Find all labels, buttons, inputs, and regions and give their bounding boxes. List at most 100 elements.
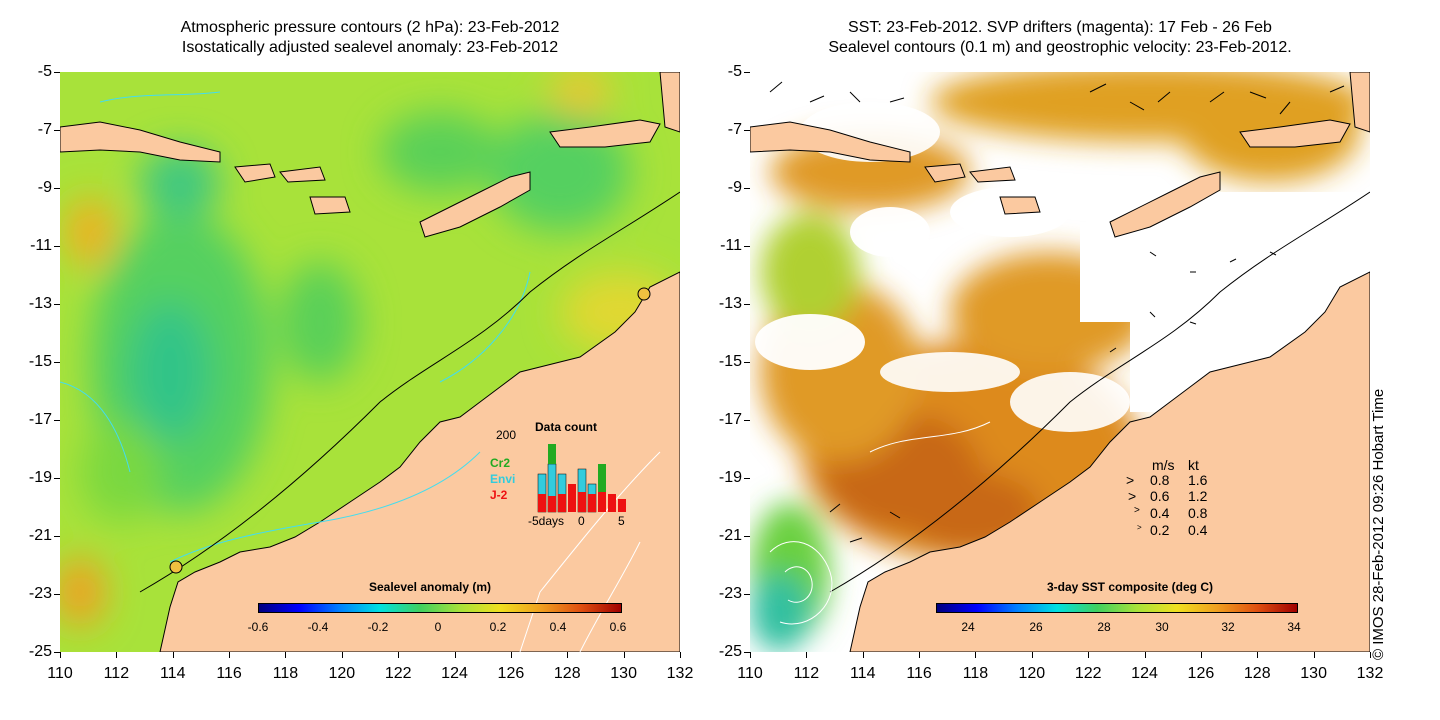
y-axis-label: -13 — [718, 295, 742, 312]
y-axis-label: -17 — [718, 411, 742, 428]
x-axis-label: 128 — [553, 665, 581, 682]
inset-title: Data count — [535, 420, 598, 434]
left-cbar-tick: 0.4 — [549, 620, 567, 634]
y-axis-label: -7 — [37, 121, 52, 138]
y-axis-label: -9 — [37, 179, 52, 196]
data-count-inset — [536, 444, 626, 514]
sealevel-anomaly-map — [60, 72, 680, 652]
x-axis-tick — [172, 652, 174, 658]
y-axis-tick — [54, 130, 60, 131]
y-axis-label: -25 — [718, 643, 742, 660]
inset-series-j2: J-2 — [490, 488, 508, 502]
y-axis-tick — [54, 246, 60, 247]
inset-x-right: 5 — [618, 514, 625, 528]
x-axis-tick — [806, 652, 808, 658]
x-axis-label: 114 — [849, 665, 876, 682]
x-axis-label: 112 — [103, 665, 130, 682]
y-axis-tick — [54, 362, 60, 363]
x-axis-tick — [680, 652, 681, 658]
y-axis-tick — [744, 362, 750, 363]
x-axis-tick — [398, 652, 400, 658]
y-axis-tick — [744, 652, 750, 653]
x-axis-label: 130 — [610, 665, 637, 682]
y-axis-tick — [54, 304, 60, 305]
right-cbar-tick: 26 — [1029, 620, 1043, 634]
velocity-legend-ms-header: m/s — [1152, 457, 1175, 473]
x-axis-tick — [1200, 652, 1202, 658]
x-axis-tick — [1313, 652, 1315, 658]
inset-series-envi: Envi — [490, 472, 516, 486]
velocity-legend-arrow-icon: > — [1128, 488, 1137, 504]
y-axis-label: -11 — [30, 237, 52, 254]
x-axis-tick — [862, 652, 864, 658]
y-axis-tick — [744, 304, 750, 305]
right-cbar-tick: 32 — [1221, 620, 1235, 634]
right-title-line1: SST: 23-Feb-2012. SVP drifters (magenta)… — [848, 19, 1272, 36]
velocity-legend-ms: 0.2 — [1150, 522, 1170, 538]
x-axis-tick — [1144, 652, 1146, 658]
velocity-legend-arrow-icon: > — [1134, 505, 1140, 516]
x-axis-tick — [919, 652, 921, 658]
x-axis-label: 110 — [47, 665, 73, 682]
y-axis-label: -13 — [28, 295, 52, 312]
x-axis-label: 132 — [1356, 665, 1384, 682]
x-axis-tick — [1370, 652, 1371, 658]
right-cbar-tick: 24 — [961, 620, 975, 634]
x-axis-label: 120 — [328, 665, 356, 682]
y-axis-tick — [54, 594, 60, 595]
left-colorbar-title: Sealevel anomaly (m) — [368, 580, 492, 594]
x-axis-label: 130 — [1300, 665, 1327, 682]
left-cbar-tick: 0.2 — [489, 620, 507, 634]
right-colorbar — [936, 603, 1298, 613]
y-axis-label: -25 — [28, 643, 52, 660]
x-axis-label: 126 — [1187, 665, 1215, 682]
x-axis-label: 120 — [1018, 665, 1046, 682]
y-axis-tick — [54, 188, 60, 189]
x-axis-label: 128 — [1243, 665, 1271, 682]
y-axis-label: -23 — [718, 585, 742, 602]
x-axis-tick — [567, 652, 569, 658]
x-axis-tick — [1031, 652, 1033, 658]
y-axis-label: -19 — [28, 469, 52, 486]
y-axis-tick — [744, 188, 750, 189]
y-axis-tick — [54, 652, 60, 653]
x-axis-label: 132 — [666, 665, 694, 682]
y-axis-label: -21 — [28, 527, 52, 544]
y-axis-tick — [744, 594, 750, 595]
right-cbar-tick: 34 — [1287, 620, 1301, 634]
x-axis-tick — [285, 652, 287, 658]
x-axis-label: 110 — [737, 665, 763, 682]
right-cbar-tick: 30 — [1155, 620, 1169, 634]
left-title-line1: Atmospheric pressure contours (2 hPa): 2… — [180, 19, 560, 36]
x-axis-label: 116 — [906, 665, 932, 682]
inset-series-cr2: Cr2 — [490, 456, 511, 470]
left-title-line2: Isostatically adjusted sealevel anomaly:… — [181, 39, 559, 56]
sst-map — [750, 72, 1370, 652]
y-axis-tick — [744, 72, 750, 73]
x-axis-tick — [750, 652, 751, 658]
velocity-legend-ms: 0.8 — [1150, 472, 1170, 488]
left-cbar-tick: -0.6 — [247, 620, 269, 634]
y-axis-tick — [744, 246, 750, 247]
x-axis-label: 126 — [497, 665, 525, 682]
y-axis-label: -5 — [727, 63, 742, 80]
left-cbar-tick: 0.6 — [609, 620, 627, 634]
left-cbar-tick: 0 — [434, 620, 442, 634]
x-axis-tick — [623, 652, 625, 658]
y-axis-label: -17 — [28, 411, 52, 428]
x-axis-tick — [1088, 652, 1090, 658]
right-title-line2: Sealevel contours (0.1 m) and geostrophi… — [828, 39, 1292, 56]
velocity-legend-ms: 0.6 — [1150, 488, 1170, 504]
inset-x-left: -5days — [528, 514, 565, 528]
right-cbar-tick: 28 — [1097, 620, 1111, 634]
velocity-legend-kt: 0.8 — [1188, 505, 1208, 521]
x-axis-tick — [116, 652, 118, 658]
x-axis-label: 124 — [1131, 665, 1158, 682]
x-axis-tick — [510, 652, 512, 658]
left-colorbar — [258, 603, 622, 613]
velocity-legend-kt: 0.4 — [1188, 522, 1208, 538]
y-axis-tick — [54, 536, 60, 537]
velocity-legend-kt: 1.2 — [1188, 488, 1208, 504]
y-axis-label: -9 — [727, 179, 742, 196]
inset-x-mid: 0 — [578, 514, 585, 528]
